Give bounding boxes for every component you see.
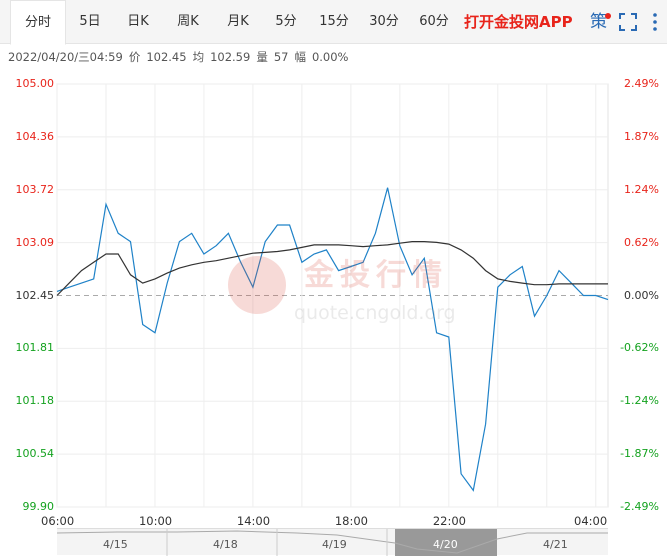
range-navigator[interactable] — [57, 528, 608, 556]
price-label: 价 — [128, 50, 141, 64]
open-app-link[interactable]: 打开金投网APP — [464, 13, 573, 31]
strategy-label: 策 — [590, 12, 607, 32]
tab-5-min[interactable]: 5分 — [275, 14, 297, 29]
y-percent-tick-label: 0.00% — [624, 288, 659, 302]
y-tick-label: 105.00 — [15, 77, 55, 90]
y-tick-label: 99.90 — [22, 500, 55, 513]
y-tick-label: 100.54 — [15, 447, 55, 461]
tab-30-min[interactable]: 30分 — [369, 14, 399, 29]
price-value: 102.45 — [146, 50, 187, 64]
tab-intraday[interactable]: 分时 — [10, 0, 66, 45]
vertical-ellipsis-icon[interactable] — [649, 12, 661, 32]
navigator-date-label: 4/21 — [543, 538, 568, 551]
change-label: 幅 — [294, 50, 306, 64]
watermark-logo — [219, 247, 295, 323]
x-tick-label: 06:00 — [41, 514, 75, 528]
volume-label: 量 — [256, 50, 268, 64]
y-percent-tick-label: -0.62% — [620, 341, 659, 355]
price-line — [56, 187, 609, 492]
x-tick-label: 04:00 — [574, 514, 608, 528]
tab-60-min[interactable]: 60分 — [419, 14, 449, 29]
navigator-date-label: 4/19 — [322, 538, 347, 551]
x-tick-label: 18:00 — [334, 514, 369, 528]
y-percent-tick-label: -2.49% — [620, 500, 659, 513]
x-tick-label: 14:00 — [236, 514, 271, 528]
y-percent-tick-label: 2.49% — [624, 77, 659, 90]
fullscreen-icon[interactable] — [619, 13, 637, 31]
tab-5-day[interactable]: 5日 — [79, 14, 101, 29]
y-percent-tick-label: -1.87% — [620, 447, 659, 461]
watermark-text: 金投行情 — [304, 258, 448, 293]
plot-border — [56, 83, 609, 508]
navigator-date-label: 4/15 — [103, 538, 128, 551]
y-percent-tick-label: 0.62% — [624, 235, 659, 249]
chart-toolbar: 分时 5日 日K 周K 月K 5分 15分 30分 60分 打开金投网APP 策 — [0, 0, 667, 45]
notification-dot — [605, 13, 611, 19]
navigator-date-label: 4/20 — [433, 538, 458, 551]
y-percent-tick-label: -1.24% — [620, 394, 659, 408]
y-tick-label: 103.72 — [15, 182, 55, 196]
y-tick-label: 102.45 — [15, 288, 55, 302]
tab-15-min[interactable]: 15分 — [319, 14, 349, 29]
x-tick-label: 22:00 — [432, 514, 466, 528]
average-price-line — [56, 241, 608, 296]
y-percent-tick-label: 1.87% — [624, 129, 659, 143]
y-tick-label: 104.36 — [15, 129, 55, 143]
strategy-button[interactable]: 策 — [590, 0, 611, 44]
x-tick-label: 10:00 — [138, 514, 173, 528]
tab-daily-k[interactable]: 日K — [127, 14, 149, 29]
navigator-date-label: 4/18 — [213, 538, 238, 551]
tab-weekly-k[interactable]: 周K — [177, 14, 199, 29]
y-percent-tick-label: 1.24% — [624, 182, 659, 196]
y-tick-label: 101.81 — [15, 341, 55, 355]
volume-value: 57 — [273, 50, 289, 64]
watermark: 金投行情 quote.cngold.org — [219, 246, 456, 336]
watermark-url: quote.cngold.org — [294, 302, 456, 324]
quote-datetime: 2022/04/20/三04:59 — [8, 50, 123, 64]
quote-info-bar: 2022/04/20/三04:59 价 102.45 均 102.59 量 57 幅 0.00% — [8, 49, 355, 65]
y-tick-label: 101.18 — [15, 394, 55, 408]
avg-label: 均 — [192, 50, 205, 64]
change-value: 0.00% — [311, 50, 349, 64]
tab-monthly-k[interactable]: 月K — [227, 14, 249, 29]
y-tick-label: 103.09 — [15, 235, 55, 249]
avg-value: 102.59 — [210, 50, 251, 64]
